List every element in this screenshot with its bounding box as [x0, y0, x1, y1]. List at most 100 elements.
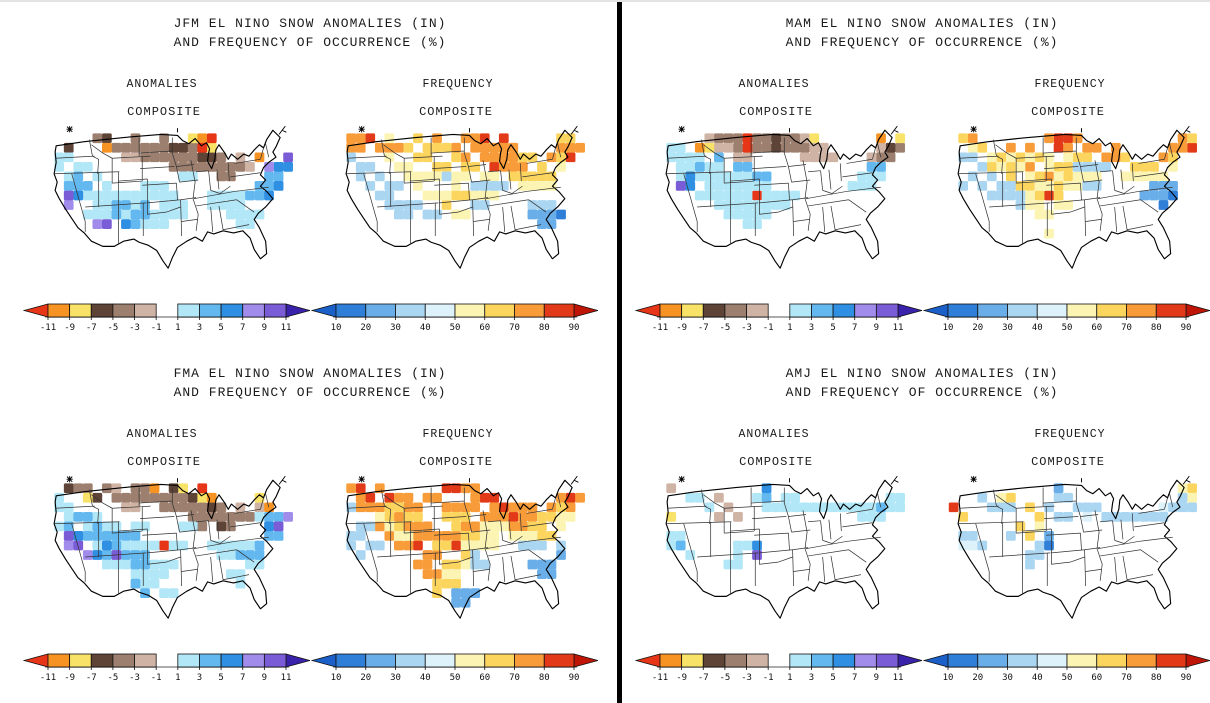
svg-text:-7: -7 — [86, 673, 97, 682]
svg-text:20: 20 — [972, 673, 983, 682]
anomalies-map-block: COMPOSITE — [24, 445, 304, 642]
svg-text:9: 9 — [874, 323, 879, 332]
panel-title-line2: AND FREQUENCY OF OCCURRENCE (%) — [785, 385, 1059, 400]
anomalies-map — [53, 475, 293, 619]
svg-text:90: 90 — [1181, 673, 1192, 682]
map-column-labels: ANOMALIES FREQUENCY — [626, 428, 1210, 441]
panel-title-line1: FMA EL NINO SNOW ANOMALIES (IN) — [173, 366, 447, 381]
svg-text:-5: -5 — [719, 673, 730, 682]
svg-text:9: 9 — [262, 673, 267, 682]
composite-label: COMPOSITE — [419, 455, 493, 469]
svg-text:-9: -9 — [676, 673, 687, 682]
svg-text:80: 80 — [1151, 323, 1162, 332]
maps-row: COMPOSITE COMPOSITE — [14, 445, 606, 642]
frequency-colorbar: 10 20 30 40 50 60 70 80 90 — [310, 653, 598, 682]
anomalies-map-block: COMPOSITE — [636, 445, 916, 642]
svg-text:10: 10 — [943, 323, 954, 332]
svg-text:-7: -7 — [698, 323, 709, 332]
composite-label: COMPOSITE — [1031, 455, 1105, 469]
frequency-colorbar: 10 20 30 40 50 60 70 80 90 — [922, 303, 1210, 332]
left-column: JFM EL NINO SNOW ANOMALIES (IN) AND FREQ… — [14, 2, 606, 702]
svg-text:-9: -9 — [64, 673, 75, 682]
svg-text:-5: -5 — [107, 673, 118, 682]
frequency-map — [948, 475, 1197, 619]
svg-text:9: 9 — [874, 673, 879, 682]
colorbar-row: -11 -9 -7 -5 -3 -1 1 3 5 7 9 11 10 20 30 40 50 60 70 80 90 — [626, 650, 1210, 682]
panel-title-line1: MAM EL NINO SNOW ANOMALIES (IN) — [785, 16, 1059, 31]
svg-text:5: 5 — [218, 673, 223, 682]
frequency-label: FREQUENCY — [1034, 428, 1106, 441]
svg-text:20: 20 — [360, 323, 371, 332]
svg-text:-3: -3 — [741, 323, 752, 332]
svg-text:80: 80 — [1151, 673, 1162, 682]
svg-text:-1: -1 — [151, 323, 162, 332]
composite-label: COMPOSITE — [127, 455, 201, 469]
panel-title-line1: AMJ EL NINO SNOW ANOMALIES (IN) — [785, 366, 1059, 381]
panel-title-line2: AND FREQUENCY OF OCCURRENCE (%) — [173, 385, 447, 400]
svg-text:3: 3 — [197, 673, 202, 682]
svg-text:-3: -3 — [741, 673, 752, 682]
svg-text:90: 90 — [1181, 323, 1192, 332]
svg-text:70: 70 — [1121, 673, 1132, 682]
svg-text:90: 90 — [569, 673, 580, 682]
composite-label: COMPOSITE — [127, 105, 201, 119]
svg-text:-11: -11 — [40, 323, 56, 332]
svg-text:60: 60 — [1091, 323, 1102, 332]
svg-text:9: 9 — [262, 323, 267, 332]
svg-text:90: 90 — [569, 323, 580, 332]
svg-text:11: 11 — [893, 323, 904, 332]
svg-text:11: 11 — [281, 323, 292, 332]
colorbar-row: -11 -9 -7 -5 -3 -1 1 3 5 7 9 11 10 20 30 40 50 60 70 80 90 — [14, 300, 606, 332]
svg-text:5: 5 — [218, 323, 223, 332]
anomaly-colorbar: -11 -9 -7 -5 -3 -1 1 3 5 7 9 11 — [22, 303, 310, 332]
frequency-map — [345, 475, 585, 619]
svg-text:5: 5 — [830, 323, 835, 332]
svg-text:60: 60 — [479, 323, 490, 332]
svg-text:7: 7 — [240, 323, 245, 332]
map-column-labels: ANOMALIES FREQUENCY — [14, 78, 606, 91]
svg-text:70: 70 — [509, 673, 520, 682]
svg-text:-11: -11 — [652, 323, 668, 332]
svg-text:10: 10 — [331, 323, 342, 332]
composite-label: COMPOSITE — [419, 105, 493, 119]
svg-text:30: 30 — [390, 673, 401, 682]
frequency-label: FREQUENCY — [1034, 78, 1106, 91]
svg-text:40: 40 — [1032, 323, 1043, 332]
svg-text:7: 7 — [852, 323, 857, 332]
svg-text:-7: -7 — [698, 673, 709, 682]
svg-text:3: 3 — [197, 323, 202, 332]
svg-text:-11: -11 — [652, 673, 668, 682]
colorbar-row: -11 -9 -7 -5 -3 -1 1 3 5 7 9 11 10 20 30 40 50 60 70 80 90 — [626, 300, 1210, 332]
panel-title: FMA EL NINO SNOW ANOMALIES (IN) AND FREQ… — [14, 364, 606, 402]
composite-label: COMPOSITE — [739, 455, 813, 469]
svg-text:50: 50 — [450, 673, 461, 682]
anomaly-colorbar: -11 -9 -7 -5 -3 -1 1 3 5 7 9 11 — [634, 653, 922, 682]
svg-text:-1: -1 — [763, 323, 774, 332]
svg-text:-1: -1 — [151, 673, 162, 682]
svg-text:-11: -11 — [40, 673, 56, 682]
anomalies-label: ANOMALIES — [126, 78, 198, 91]
svg-text:40: 40 — [420, 673, 431, 682]
anomalies-map — [53, 125, 293, 269]
anomalies-map — [665, 125, 905, 269]
svg-text:5: 5 — [830, 673, 835, 682]
maps-row: COMPOSITE COMPOSITE — [626, 95, 1210, 292]
svg-text:11: 11 — [281, 673, 292, 682]
panel-title-line1: JFM EL NINO SNOW ANOMALIES (IN) — [173, 16, 447, 31]
svg-text:-3: -3 — [129, 323, 140, 332]
frequency-map-block: COMPOSITE — [928, 95, 1208, 292]
svg-text:70: 70 — [509, 323, 520, 332]
svg-text:-5: -5 — [719, 323, 730, 332]
panel-jfm: JFM EL NINO SNOW ANOMALIES (IN) AND FREQ… — [14, 2, 606, 352]
panel-title: JFM EL NINO SNOW ANOMALIES (IN) AND FREQ… — [14, 14, 606, 52]
composite-label: COMPOSITE — [739, 105, 813, 119]
svg-text:7: 7 — [852, 673, 857, 682]
frequency-map — [345, 125, 585, 269]
panel-fma: FMA EL NINO SNOW ANOMALIES (IN) AND FREQ… — [14, 352, 606, 702]
panel-mam: MAM EL NINO SNOW ANOMALIES (IN) AND FREQ… — [626, 2, 1210, 352]
svg-text:-9: -9 — [64, 323, 75, 332]
svg-text:1: 1 — [787, 673, 792, 682]
anomalies-label: ANOMALIES — [126, 428, 198, 441]
frequency-map-block: COMPOSITE — [316, 445, 596, 642]
svg-text:10: 10 — [331, 673, 342, 682]
